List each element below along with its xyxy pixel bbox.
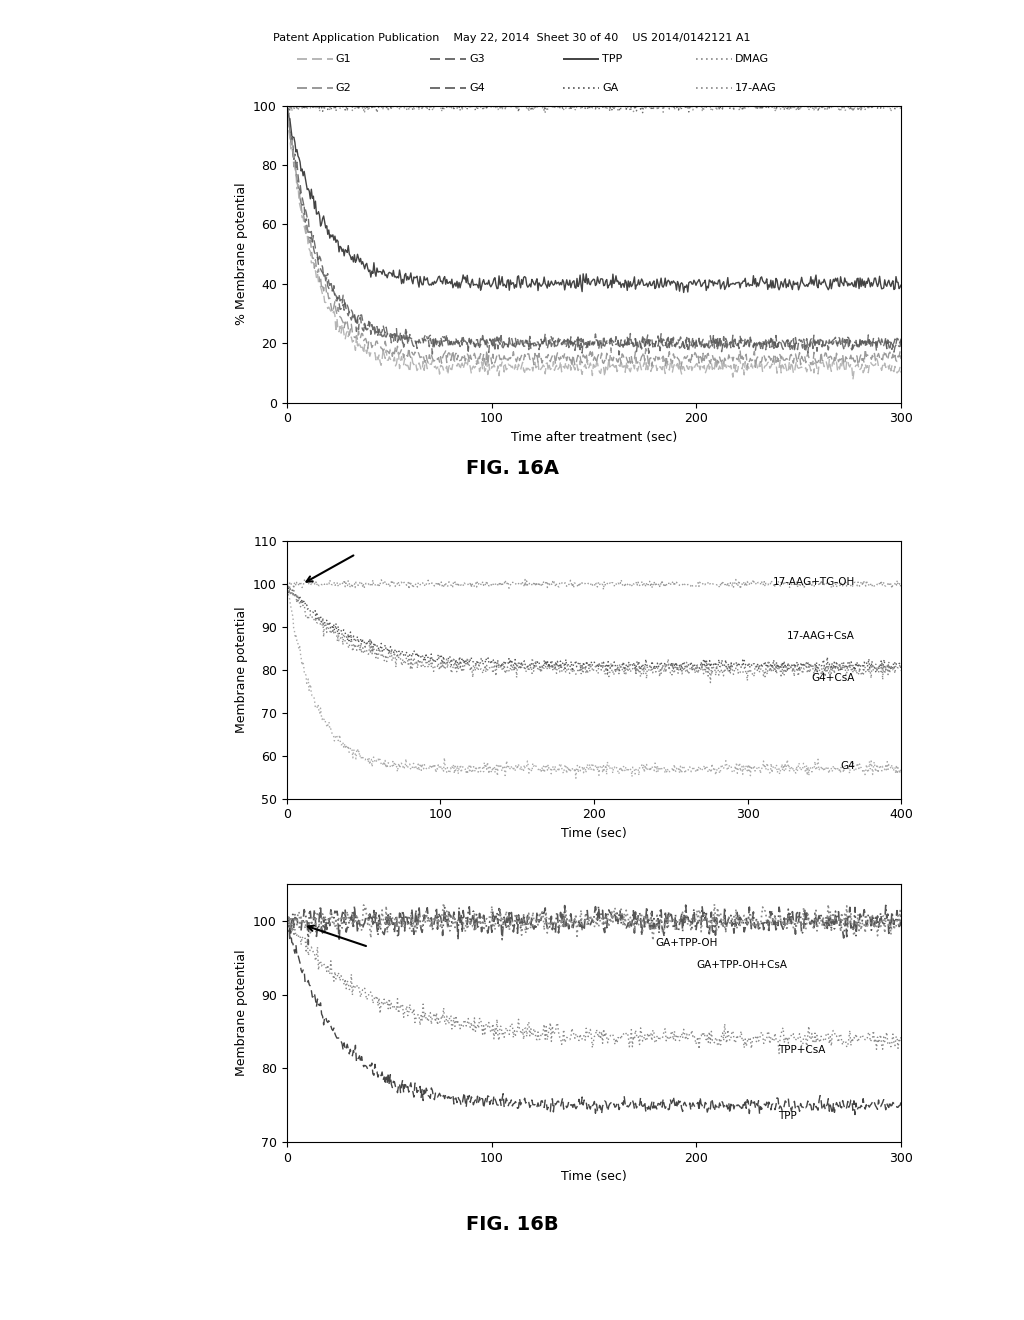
Text: G1: G1 xyxy=(336,54,351,65)
Text: G4+CsA: G4+CsA xyxy=(812,673,855,684)
Text: G4: G4 xyxy=(469,83,484,94)
Text: TPP+CsA: TPP+CsA xyxy=(778,1045,825,1055)
Text: TPP: TPP xyxy=(778,1111,797,1121)
X-axis label: Time (sec): Time (sec) xyxy=(561,1170,627,1183)
Text: 17-AAG+CsA: 17-AAG+CsA xyxy=(787,631,855,640)
Text: DMAG: DMAG xyxy=(735,54,769,65)
Text: 17-AAG+TG-OH: 17-AAG+TG-OH xyxy=(773,577,855,587)
Text: GA+TPP-OH+CsA: GA+TPP-OH+CsA xyxy=(696,960,787,970)
Y-axis label: Membrane potential: Membrane potential xyxy=(234,607,248,733)
Text: 17-AAG: 17-AAG xyxy=(735,83,777,94)
Text: G2: G2 xyxy=(336,83,351,94)
Text: GA+TPP-OH: GA+TPP-OH xyxy=(655,939,718,948)
Text: FIG. 16A: FIG. 16A xyxy=(466,459,558,478)
Y-axis label: Membrane potential: Membrane potential xyxy=(234,950,248,1076)
X-axis label: Time after treatment (sec): Time after treatment (sec) xyxy=(511,430,677,444)
Y-axis label: % Membrane potential: % Membrane potential xyxy=(234,182,248,326)
Text: G3: G3 xyxy=(469,54,484,65)
Text: GA: GA xyxy=(602,83,618,94)
Text: Patent Application Publication    May 22, 2014  Sheet 30 of 40    US 2014/014212: Patent Application Publication May 22, 2… xyxy=(273,33,751,44)
X-axis label: Time (sec): Time (sec) xyxy=(561,826,627,840)
Text: FIG. 16B: FIG. 16B xyxy=(466,1216,558,1234)
Text: G4: G4 xyxy=(841,762,855,771)
Text: TPP: TPP xyxy=(602,54,623,65)
